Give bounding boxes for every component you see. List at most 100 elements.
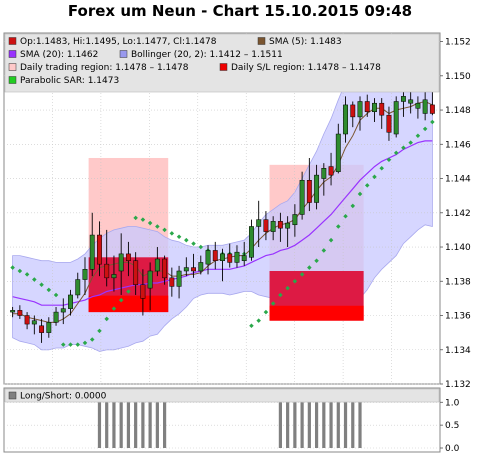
candle-body-26 [198,262,204,272]
price-tick-label-5: 1.142 [445,209,471,219]
sar-point-54 [401,145,406,150]
candle-body-12 [97,234,102,265]
candle-body-47 [350,104,356,118]
candle-body-13 [104,263,110,279]
sar-point-56 [415,133,421,138]
longshort-bar-18 [141,402,145,448]
chart-title: Forex um Neun - Chart 15.10.2015 09:48 [67,2,413,20]
longshort-legend-box [4,388,440,403]
candle-body-18 [140,284,146,299]
candle-body-40 [299,179,305,215]
candle-body-52 [386,114,392,133]
longshort-swatch [8,391,17,400]
sl-region-layer [88,257,364,321]
sar-point-45 [336,224,341,229]
candle-body-14 [111,274,117,279]
candle-body-22 [169,277,175,287]
candle-body-9 [75,279,81,296]
longshort-bar-20 [155,402,159,448]
candles-layer [10,84,435,343]
longshort-bar-46 [343,402,348,448]
longshort-legend: Long/Short: 0.0000 [8,391,107,402]
longshort-axis: 0.0 0.5 1.0 [440,398,460,454]
longshort-bar-48 [358,402,362,448]
sar-point-12 [97,328,102,334]
candle-body-17 [133,260,139,285]
candle-body-3 [31,320,37,325]
candle-body-7 [60,308,66,313]
candle-body-49 [364,101,370,113]
longshort-legend-label: Long/Short: 0.0000 [20,392,107,402]
sar-point-49 [364,183,370,188]
longshort-bar-13 [105,402,109,448]
parabolic-sar-layer [10,119,435,347]
longshort-bar-21 [163,402,167,448]
longshort-bar-41 [307,402,311,448]
longshort-bar-38 [286,402,290,448]
sar-point-14 [111,306,117,311]
longshort-bar-47 [351,402,355,448]
longshort-bar-16 [126,402,131,448]
candle-body-28 [212,250,218,261]
sma20-swatch [8,50,17,58]
candle-body-31 [234,251,240,263]
candle-body-55 [408,99,414,104]
candle-body-44 [328,166,334,176]
daily-region-swatch [8,63,17,71]
sar-point-53 [393,150,399,156]
candle-body-38 [285,222,291,229]
candle-body-34 [256,219,262,227]
price-axis: 1.132 1.134 1.136 1.138 1.140 1.142 1.144 1.146… [440,38,471,390]
candle-body-27 [205,250,211,265]
legend-label-2: SMA (20): 1.1462 [20,50,98,60]
candle-body-11 [89,234,95,270]
longshort-bar-19 [148,402,152,448]
sub-tick-label-1: 0.5 [445,421,459,431]
candle-body-25 [191,267,197,272]
candle-body-46 [343,104,348,135]
candle-body-33 [248,226,254,258]
legend-box [4,33,440,93]
sub-tick-label-0: 0.0 [445,444,460,454]
longshort-bar-44 [329,402,333,448]
sar-point-16 [126,289,131,294]
longshort-bar-40 [300,402,304,448]
sar-point-36 [270,301,276,306]
candle-body-53 [393,101,399,135]
longshort-bar-12 [97,402,102,448]
legend-label-0: Op:1.1483, Hi:1.1495, Lo:1.1477, Cl:1.14… [20,37,217,47]
longshort-bar-37 [278,402,282,448]
sar-point-51 [379,166,384,171]
candle-body-4 [39,325,45,333]
legend-label-5: Daily S/L region: 1.1478 – 1.1478 [231,63,381,73]
legend-label-3: Bollinger (20, 2): 1.1412 – 1.1511 [131,50,283,60]
candle-body-54 [400,96,406,102]
legend: Op:1.1483, Hi:1.1495, Lo:1.1477, Cl:1.14… [8,37,381,86]
candle-body-8 [68,294,73,309]
sar-point-8 [68,342,73,347]
candle-body-15 [118,253,124,272]
longshort-bar-14 [112,402,116,448]
price-tick-label-6: 1.144 [445,175,471,185]
candle-body-48 [357,101,363,118]
price-tick-label-2: 1.136 [445,312,471,322]
candle-swatch [8,37,17,45]
candle-body-42 [314,174,320,203]
sar-point-34 [256,318,261,323]
price-tick-label-1: 1.134 [445,346,471,356]
price-tick-label-8: 1.148 [445,106,471,116]
candle-body-56 [415,102,421,109]
price-tick-label-4: 1.140 [445,243,471,253]
candle-body-6 [53,311,59,323]
candle-body-50 [372,102,377,113]
legend-label-4: Daily trading region: 1.1478 – 1.1478 [20,63,189,73]
candle-body-2 [24,315,30,325]
legend-label-1: SMA (5): 1.1483 [269,37,342,47]
sar-point-38 [285,285,290,291]
candle-body-39 [292,214,298,226]
candle-body-16 [125,253,131,261]
longshort-bar-43 [322,402,326,448]
candle-body-23 [176,270,182,287]
candle-body-29 [220,253,225,261]
